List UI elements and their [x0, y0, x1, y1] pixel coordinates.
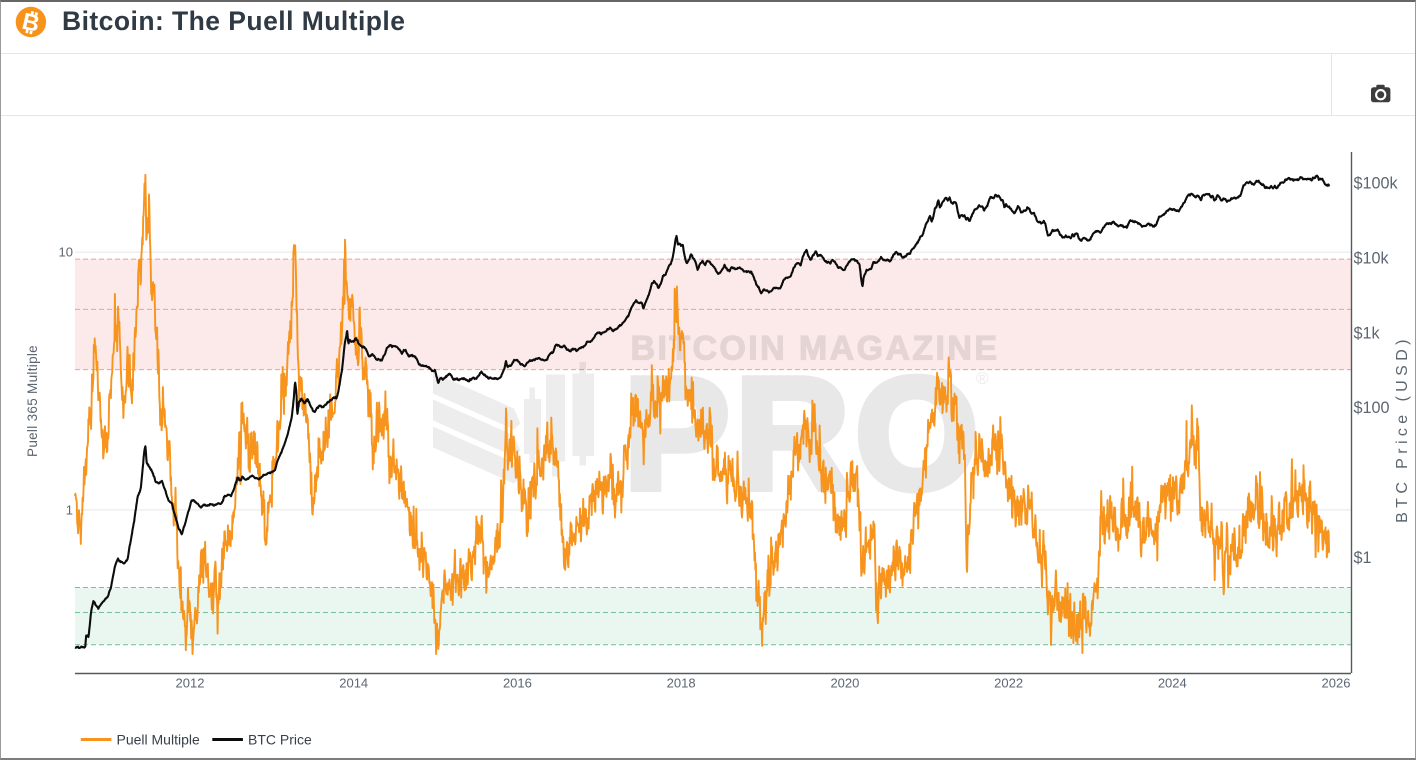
svg-text:BTC Price (USD): BTC Price (USD): [1394, 335, 1411, 523]
svg-text:2026: 2026: [1322, 676, 1351, 691]
svg-text:Puell 365 Multiple: Puell 365 Multiple: [25, 345, 40, 457]
svg-text:®: ®: [976, 369, 989, 388]
svg-text:$1k: $1k: [1354, 324, 1381, 342]
svg-text:Puell Multiple: Puell Multiple: [117, 732, 200, 748]
svg-text:2018: 2018: [667, 676, 696, 691]
svg-text:BTC Price: BTC Price: [248, 732, 312, 748]
svg-text:2020: 2020: [830, 676, 859, 691]
svg-text:2012: 2012: [176, 676, 205, 691]
svg-text:2016: 2016: [503, 676, 532, 691]
svg-text:Bitcoin: The Puell Multiple: Bitcoin: The Puell Multiple: [62, 6, 405, 36]
svg-text:10: 10: [59, 245, 73, 260]
svg-text:1: 1: [66, 502, 73, 517]
svg-text:2024: 2024: [1158, 676, 1187, 691]
svg-text:$100k: $100k: [1354, 175, 1399, 193]
svg-text:$1: $1: [1354, 549, 1372, 567]
svg-text:2022: 2022: [994, 676, 1023, 691]
svg-text:BITCOIN MAGAZINE: BITCOIN MAGAZINE: [631, 330, 1000, 368]
svg-text:2014: 2014: [339, 676, 368, 691]
svg-text:$10k: $10k: [1354, 249, 1390, 267]
svg-text:$100: $100: [1354, 399, 1390, 417]
